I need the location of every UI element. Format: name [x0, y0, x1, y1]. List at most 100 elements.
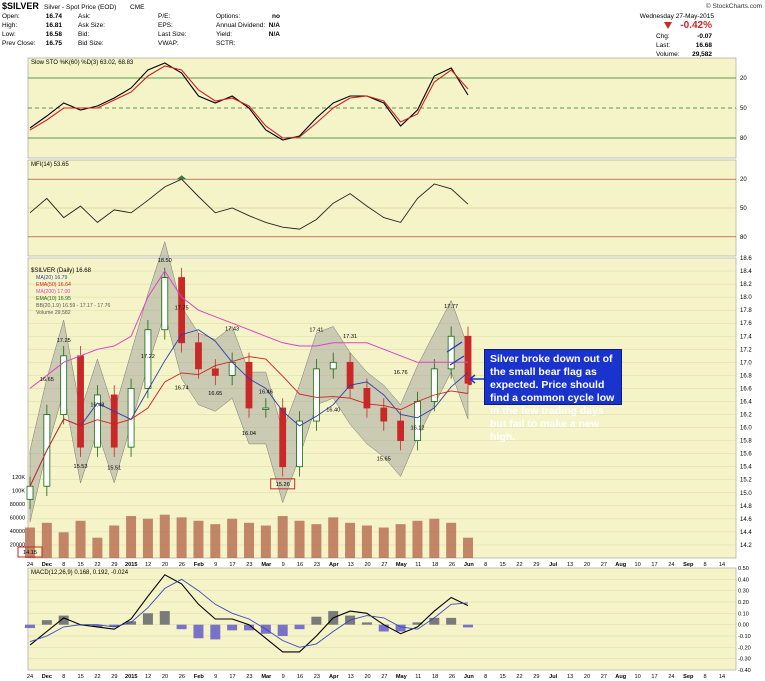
down-arrow-icon — [664, 22, 672, 29]
x-axis-label-bottom: 15 — [78, 674, 84, 680]
x-axis-label-top: Jul — [549, 562, 558, 568]
price-callout: 16.12 — [410, 426, 424, 432]
quote-value: 16.75 — [46, 40, 63, 47]
macd-histogram-bar — [361, 622, 372, 625]
volume-bar — [429, 518, 440, 558]
x-axis-label-bottom: Jul — [549, 674, 558, 680]
x-axis-label-bottom: 13 — [348, 674, 354, 680]
volume-bar — [361, 525, 372, 558]
price-tick-label: 17.0 — [740, 360, 752, 366]
macd-histogram-bar — [41, 620, 52, 625]
x-axis-label-bottom: 16 — [297, 674, 303, 680]
price-callout: 17.22 — [141, 354, 155, 360]
mfi-title: MFI(14) 53.65 — [31, 162, 69, 168]
x-axis-label-bottom: Apr — [329, 674, 339, 680]
x-axis-label-top: 12 — [145, 562, 151, 568]
macd-histogram-bar — [395, 624, 406, 632]
volume-bar — [227, 518, 238, 558]
x-axis-label-top: 29 — [111, 562, 117, 568]
macd-histogram-bar — [244, 624, 254, 631]
quote-label: Ask: — [78, 13, 91, 20]
x-axis-label-top: 8 — [484, 562, 487, 568]
macd-tick-label: 0.10 — [738, 611, 749, 617]
flag-lower-line — [449, 355, 465, 366]
x-axis-label-bottom: 27 — [601, 674, 607, 680]
macd-histogram-bar — [277, 624, 288, 636]
x-axis-label-top: 17 — [651, 562, 657, 568]
last-label: Last: — [656, 42, 670, 49]
volume-bars — [25, 514, 473, 558]
x-axis-label-top: 26 — [449, 562, 455, 568]
quote-label: High: — [2, 22, 17, 29]
x-axis-label-bottom: Jun — [464, 674, 475, 680]
ema50-line — [29, 356, 469, 487]
quote-label: Annual Dividend: — [216, 22, 265, 29]
macd-title: MACD(12,26,9) 0.168, 0.192, -0.024 — [31, 570, 129, 576]
macd-histogram-bar — [446, 617, 457, 625]
macd-histogram-bar — [193, 624, 204, 639]
quote-grid: Open: 16.74 Ask: P/E: Options: no High: 16.81 As… — [2, 13, 280, 47]
x-axis-label-top: 24 — [668, 562, 674, 568]
volume-label: Volume: — [656, 51, 680, 58]
price-callout: 15.53 — [74, 464, 88, 470]
volume-bar — [395, 524, 406, 558]
macd-tick-label: 0.30 — [738, 589, 749, 595]
x-axis-label-bottom: 26 — [449, 674, 455, 680]
price-callout: 18.50 — [158, 258, 172, 264]
x-axis-label-top: 13 — [348, 562, 354, 568]
price-callout-boxed: 15.26 — [276, 482, 290, 488]
x-axis-label-bottom: 12 — [145, 674, 151, 680]
price-tick-label: 15.4 — [740, 465, 752, 471]
price-callout: 17.43 — [225, 326, 239, 332]
macd-histogram-bar — [311, 616, 322, 625]
volume-bar — [294, 520, 305, 558]
price-callout: 16.76 — [394, 370, 408, 376]
candle-body — [262, 407, 270, 410]
macd-signal-line — [29, 578, 469, 648]
candle-body — [245, 361, 253, 409]
volume-value: 29,582 — [692, 51, 712, 58]
price-legend-item: Volume 29,582 — [36, 310, 71, 316]
volume-bar — [41, 522, 52, 558]
x-axis-label-bottom: 9 — [214, 674, 217, 680]
x-axis-label-top: 23 — [246, 562, 252, 568]
price-callout: 16.46 — [259, 390, 273, 396]
price-callout-boxed: 14.15 — [23, 550, 37, 556]
candle-body — [312, 368, 320, 422]
chart-marks — [25, 62, 473, 653]
x-axis-label-bottom: 29 — [533, 674, 539, 680]
x-axis-label-bottom: 17 — [229, 674, 235, 680]
price-tick-label: 16.4 — [740, 399, 752, 405]
price-tick-label: 14.8 — [740, 504, 752, 510]
volume-bar — [311, 524, 322, 558]
price-tick-label: 14.2 — [740, 543, 752, 549]
x-axis-label-bottom: 29 — [111, 674, 117, 680]
x-axis-label-bottom: 27 — [381, 674, 387, 680]
macd-histogram-bar — [412, 622, 423, 625]
x-axis-label-bottom: 23 — [246, 674, 252, 680]
macd-histogram-bar — [176, 624, 187, 630]
price-legend-item: MA(200) 17.00 — [36, 289, 70, 295]
x-axis-label-top: 13 — [567, 562, 573, 568]
price-tick-label: 14.6 — [740, 517, 752, 523]
x-axis-label-top: May — [396, 562, 408, 568]
candle-body — [397, 420, 405, 442]
quote-label: Ask Size: — [78, 22, 105, 29]
x-axis-label-top: Jun — [464, 562, 475, 568]
volume-bar — [260, 525, 271, 558]
ma200-line — [29, 270, 468, 389]
x-axis-label-top: 24 — [27, 562, 33, 568]
macd-line — [29, 574, 469, 653]
volume-tick-label: 80000 — [10, 502, 25, 508]
volume-bar — [446, 522, 457, 558]
candle-body — [211, 368, 219, 376]
volume-bar — [75, 520, 86, 558]
mfi-overbought-fill — [176, 175, 187, 180]
x-axis-label-bottom: 20 — [364, 674, 370, 680]
price-callout: 16.65 — [40, 377, 54, 383]
macd-tick-label: -0.10 — [738, 634, 751, 640]
x-axis-label-bottom: May — [396, 674, 408, 680]
quote-value: N/A — [269, 22, 281, 29]
price-legend-item: BB(20,1.9) 16.59 - 17.17 - 17.76 — [36, 303, 111, 309]
x-axis-label-top: Apr — [329, 562, 339, 568]
